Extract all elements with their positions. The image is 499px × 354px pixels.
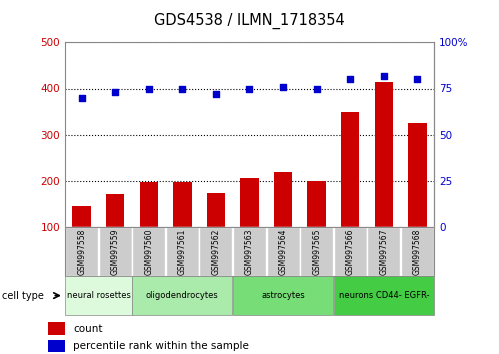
Bar (173, 182, 192, 273)
Bar (106, 194, 124, 273)
Bar (408, 123, 427, 273)
Bar (233, 276, 333, 315)
Text: GSM997567: GSM997567 (379, 228, 388, 275)
Bar (207, 193, 225, 273)
Text: GSM997562: GSM997562 (212, 228, 221, 275)
Bar (266, 227, 299, 276)
Bar (334, 227, 367, 276)
Point (145, 86, 153, 91)
Bar (233, 227, 266, 276)
Bar (341, 112, 359, 273)
Bar (375, 82, 393, 273)
Bar (99, 227, 132, 276)
Point (413, 76, 421, 82)
Text: neural rosettes: neural rosettes (66, 291, 130, 300)
Point (111, 89, 119, 95)
Text: GSM997561: GSM997561 (178, 228, 187, 275)
Bar (48, 322, 65, 335)
Bar (166, 227, 199, 276)
Text: count: count (73, 324, 103, 333)
Bar (401, 227, 434, 276)
Bar (132, 276, 233, 315)
Text: percentile rank within the sample: percentile rank within the sample (73, 341, 250, 351)
Bar (132, 227, 165, 276)
Text: GSM997564: GSM997564 (278, 228, 287, 275)
Text: GSM997565: GSM997565 (312, 228, 321, 275)
Point (346, 76, 354, 82)
Bar (140, 182, 158, 273)
Point (313, 86, 321, 91)
Point (78, 95, 86, 101)
Text: GDS4538 / ILMN_1718354: GDS4538 / ILMN_1718354 (154, 12, 345, 29)
Text: oligodendrocytes: oligodendrocytes (146, 291, 219, 300)
Text: astrocytes: astrocytes (261, 291, 305, 300)
Text: GSM997563: GSM997563 (245, 228, 254, 275)
Point (380, 73, 388, 79)
Text: GSM997558: GSM997558 (77, 228, 86, 275)
Point (279, 84, 287, 90)
Text: GSM997559: GSM997559 (111, 228, 120, 275)
Point (212, 91, 220, 97)
Bar (307, 181, 326, 273)
Bar (274, 172, 292, 273)
Bar (240, 178, 258, 273)
Text: GSM997568: GSM997568 (413, 228, 422, 275)
Text: neurons CD44- EGFR-: neurons CD44- EGFR- (338, 291, 429, 300)
Bar (300, 227, 333, 276)
Bar (367, 227, 400, 276)
Point (246, 86, 253, 91)
Text: GSM997560: GSM997560 (144, 228, 153, 275)
Bar (48, 340, 65, 352)
Bar (65, 276, 132, 315)
Point (178, 86, 186, 91)
Bar (72, 206, 91, 273)
Text: cell type: cell type (2, 291, 44, 301)
Bar (65, 227, 98, 276)
Bar (334, 276, 434, 315)
Bar (200, 227, 233, 276)
Text: GSM997566: GSM997566 (346, 228, 355, 275)
